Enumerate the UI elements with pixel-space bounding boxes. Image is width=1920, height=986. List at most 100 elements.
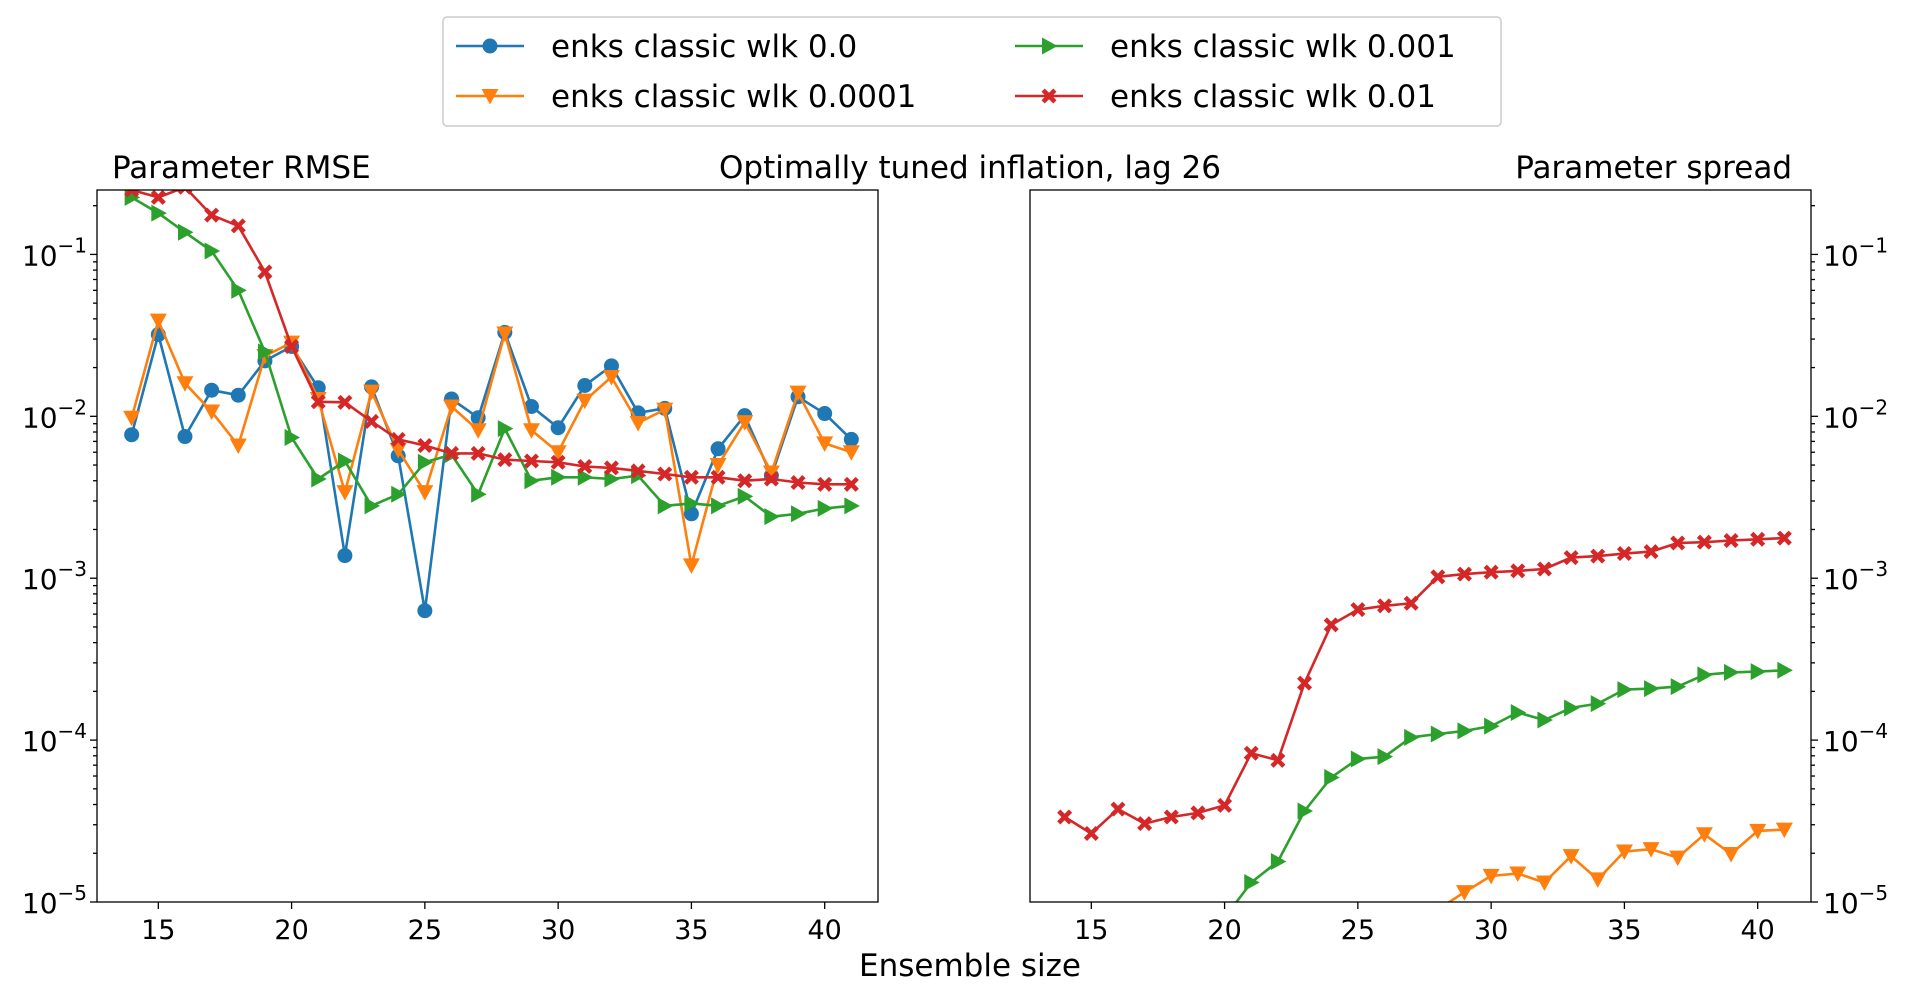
x-axis-label: Ensemble size (859, 948, 1081, 984)
data-point (683, 469, 699, 485)
data-point (149, 313, 167, 330)
series (1234, 661, 1793, 902)
data-point (311, 470, 327, 488)
data-point (363, 384, 381, 401)
data-point (257, 264, 273, 280)
data-point (231, 281, 247, 299)
data-point (577, 468, 594, 486)
data-point (1510, 563, 1526, 579)
data-point (1510, 704, 1527, 722)
data-point (470, 445, 486, 461)
data-point (1163, 809, 1179, 825)
data-point (150, 190, 166, 205)
data-point (604, 470, 620, 488)
x-tick-label: 20 (1207, 915, 1241, 946)
legend-label: enks classic wlk 0.01 (1110, 79, 1436, 115)
data-point (657, 466, 673, 482)
data-point (1110, 801, 1126, 817)
data-point (817, 476, 833, 492)
x-tick-label: 15 (1074, 915, 1108, 946)
data-point (417, 438, 433, 454)
data-point (1137, 816, 1153, 832)
data-point (1377, 598, 1393, 614)
data-point (1484, 717, 1500, 735)
x-tick-label: 20 (274, 915, 308, 946)
series (123, 313, 860, 574)
data-point (1483, 564, 1499, 580)
y-tick-label: 10−2 (1823, 395, 1888, 434)
data-point (1404, 728, 1420, 746)
legend-label: enks classic wlk 0.001 (1110, 29, 1456, 65)
data-point (177, 190, 193, 195)
data-point (310, 394, 326, 410)
y-tick-label: 10−4 (22, 719, 87, 758)
data-point (1750, 663, 1767, 681)
data-point (1324, 768, 1340, 786)
data-point (523, 453, 539, 469)
data-point (1642, 842, 1660, 858)
data-point (177, 429, 193, 445)
data-point (204, 207, 220, 223)
data-point (844, 497, 860, 515)
data-point (1695, 827, 1713, 843)
data-point (1615, 844, 1633, 861)
data-point (630, 463, 646, 479)
legend-marker (481, 89, 499, 105)
data-point (417, 453, 434, 471)
data-point (1430, 725, 1447, 743)
left-plot-area: 15 20 25 30 35 40 10−5 10−4 10−3 10−2 10−1 (22, 189, 879, 946)
data-point (577, 378, 593, 394)
data-point (1670, 678, 1687, 696)
data-point (1775, 822, 1793, 839)
data-point (123, 410, 141, 427)
x-tick-label: 25 (408, 915, 442, 946)
y-tick-label: 10−1 (1823, 233, 1888, 272)
data-point (1429, 902, 1446, 918)
data-point (710, 441, 726, 457)
data-point (1297, 675, 1313, 691)
legend-marker (482, 38, 498, 54)
data-point (762, 465, 780, 481)
data-point (1564, 699, 1580, 717)
data-point (364, 413, 380, 429)
data-point (1457, 722, 1473, 740)
data-point (1323, 617, 1339, 633)
data-point (602, 369, 620, 386)
data-point (1697, 666, 1713, 684)
legend-item: enks classic wlk 0.0 (456, 29, 857, 65)
data-point (576, 393, 594, 410)
data-point (1403, 595, 1419, 611)
data-point (1509, 866, 1527, 882)
data-point (737, 473, 753, 489)
data-point (151, 204, 167, 222)
x-tick-label: 30 (1474, 915, 1508, 946)
legend-marker (1041, 88, 1057, 104)
data-point (337, 548, 353, 564)
data-point (337, 452, 354, 470)
y-tick-label: 10−5 (22, 881, 87, 920)
right-plot-area: 15 20 25 30 35 40 10−5 10−4 10−3 10−2 10−1 (1029, 189, 1888, 946)
figure-suptitle: Optimally tuned inflation, lag 26 (719, 150, 1221, 186)
legend-marker (1042, 37, 1058, 55)
legend: enks classic wlk 0.0 enks classic wlk 0.0… (442, 16, 1502, 127)
data-point (1777, 661, 1793, 679)
data-point (1724, 663, 1740, 681)
data-point (816, 436, 834, 452)
data-point (1776, 530, 1792, 546)
data-point (1217, 797, 1233, 813)
data-point (789, 385, 807, 402)
data-point (1590, 548, 1606, 564)
data-point (1057, 809, 1073, 825)
axes-frame (1029, 189, 1812, 903)
data-point (1669, 850, 1687, 867)
legend-frame (442, 16, 1502, 127)
data-point (1455, 885, 1473, 901)
data-point (603, 460, 619, 476)
data-point (1083, 825, 1099, 841)
data-point (1589, 872, 1607, 888)
data-point (603, 358, 619, 374)
data-point (551, 468, 567, 486)
data-point (1750, 531, 1766, 547)
data-point (417, 603, 433, 619)
data-point (523, 398, 539, 414)
